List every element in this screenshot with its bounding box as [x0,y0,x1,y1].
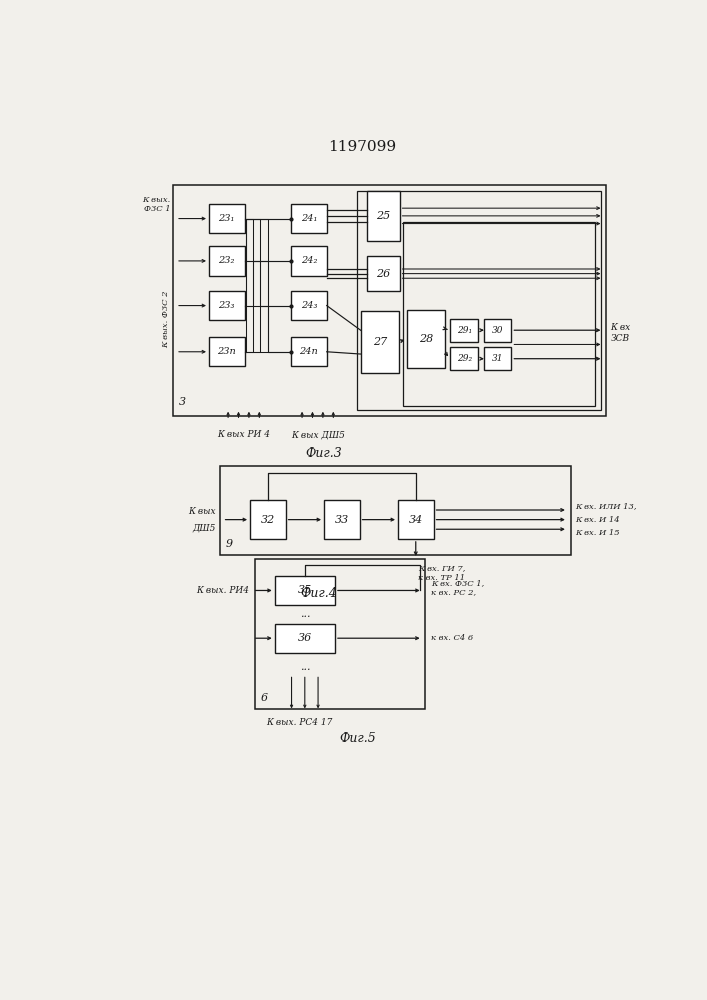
Bar [209,246,245,276]
Bar [291,246,327,276]
Text: 28: 28 [419,334,433,344]
Bar [275,576,335,605]
Text: К вх. И 15: К вх. И 15 [575,529,619,537]
Text: К вых. РИ4: К вых. РИ4 [196,586,249,595]
Bar [209,204,245,233]
Text: 36: 36 [298,633,312,643]
Text: 1197099: 1197099 [328,140,397,154]
Bar [291,337,327,366]
Text: 26: 26 [376,269,390,279]
Text: 32: 32 [261,515,275,525]
Text: 23n: 23n [217,347,236,356]
Text: К вх. ГИ 7,: К вх. ГИ 7, [419,564,466,572]
Bar [324,500,360,539]
Text: Фиг.4: Фиг.4 [300,587,337,600]
Text: К вх
ЗСВ: К вх ЗСВ [611,323,631,343]
Text: 27: 27 [373,337,387,347]
Text: 23₃: 23₃ [218,301,235,310]
Bar [291,204,327,233]
Text: К вых.
ФЗС 1: К вых. ФЗС 1 [142,196,170,213]
Text: ДШ5: ДШ5 [192,523,216,532]
Text: 24₂: 24₂ [300,256,317,265]
Text: 35: 35 [298,585,312,595]
Text: ...: ... [300,609,310,619]
Bar [450,319,479,342]
Bar [220,466,571,555]
Text: К вых. ФЗС 2: К вых. ФЗС 2 [163,291,170,348]
Bar [173,185,606,416]
Text: 29₂: 29₂ [457,354,472,363]
Text: 25: 25 [376,211,390,221]
Text: К вх. И 14: К вх. И 14 [575,516,619,524]
Text: 24n: 24n [300,347,318,356]
Bar [484,319,511,342]
Text: Фиг.5: Фиг.5 [339,732,376,745]
Text: 6: 6 [261,693,268,703]
Text: Фиг.3: Фиг.3 [305,447,342,460]
Text: К вых ДШ5: К вых ДШ5 [291,430,346,439]
Bar [255,559,426,709]
Text: к вх. РС 2,: к вх. РС 2, [431,588,476,596]
Text: 24₁: 24₁ [300,214,317,223]
Text: К вых: К вых [188,507,216,516]
Text: К вх. ФЗС 1,: К вх. ФЗС 1, [431,579,484,587]
Text: 31: 31 [492,354,503,363]
Text: к вх. ТР 11: к вх. ТР 11 [419,574,466,582]
Text: 3: 3 [179,397,186,407]
Text: 24₃: 24₃ [300,301,317,310]
Bar [250,500,286,539]
Text: 23₂: 23₂ [218,256,235,265]
Bar [209,291,245,320]
Bar [407,310,445,368]
Text: К вых. РС4 17: К вых. РС4 17 [266,718,332,727]
Bar [398,500,433,539]
Text: к вх. С4 6: к вх. С4 6 [431,634,473,642]
Text: К вых РИ 4: К вых РИ 4 [218,430,271,439]
Bar [404,222,595,406]
Text: 33: 33 [334,515,349,525]
Text: 29₁: 29₁ [457,326,472,335]
Bar [361,311,399,373]
Text: ...: ... [300,662,310,672]
Text: 9: 9 [226,539,233,549]
Bar [367,256,399,291]
Bar [275,624,335,653]
Text: 34: 34 [409,515,423,525]
Text: 30: 30 [492,326,503,335]
Bar [367,191,399,241]
Bar [291,291,327,320]
Text: К вх. ИЛИ 13,: К вх. ИЛИ 13, [575,502,636,510]
Bar [209,337,245,366]
Bar [450,347,479,370]
Bar [357,191,601,410]
Bar [484,347,511,370]
Text: 23₁: 23₁ [218,214,235,223]
